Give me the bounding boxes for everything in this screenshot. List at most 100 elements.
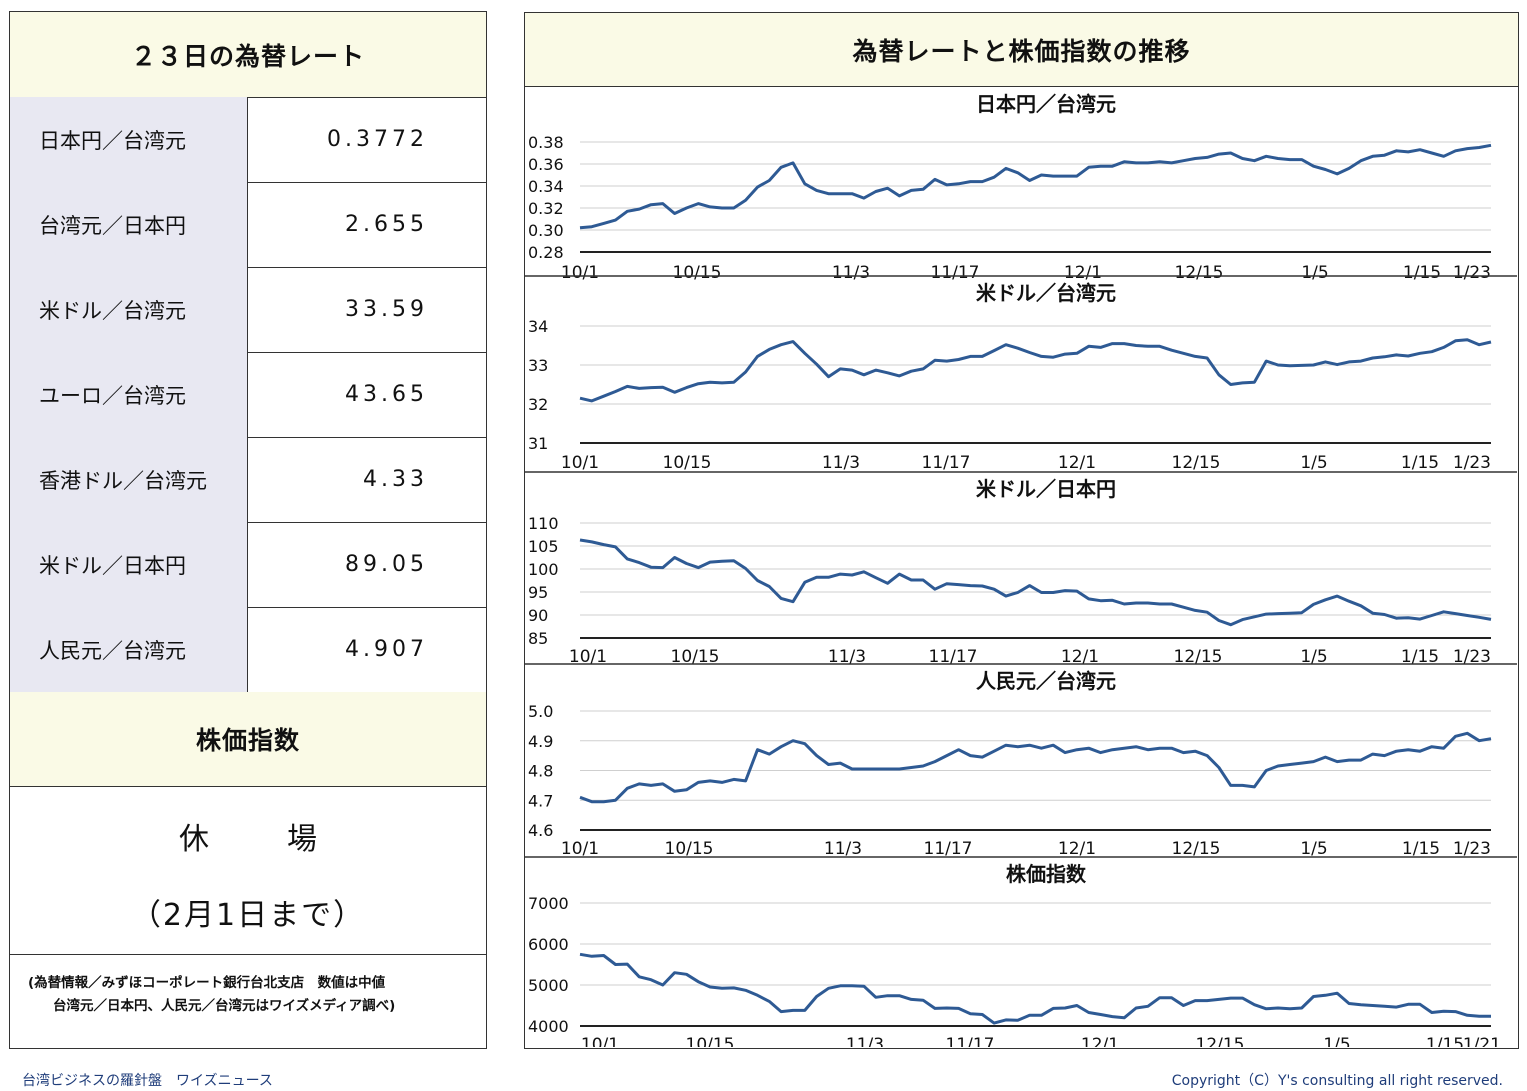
footer-brand: 台湾ビジネスの羅針盤 ワイズニュース <box>22 1073 273 1089</box>
chart-title: 人民元／台湾元 <box>976 669 1116 693</box>
y-tick-label: 31 <box>528 434 548 453</box>
y-tick-label: 95 <box>528 583 548 602</box>
stock-note: （2月1日まで） <box>130 898 366 933</box>
x-tick-label: 1/23 <box>1453 839 1491 859</box>
charts-panel: 為替レートと株価指数の推移 日本円／台湾元 0.38 0.36 0.34 0.32 0.3… <box>524 12 1519 1049</box>
x-tick-label: 10/15 <box>665 839 714 859</box>
series-line <box>579 952 1491 1025</box>
y-tick-label: 4.8 <box>528 762 553 781</box>
rate-row: 香港ドル／台湾元 4.33 <box>10 437 486 523</box>
source-note-line1: (為替情報／みずほコーポレート銀行台北支店 数値は中値 <box>28 975 386 991</box>
x-tick-label: 11/17 <box>929 647 978 667</box>
rates-panel: ２３日の為替レート 日本円／台湾元 0.3772 台湾元／日本円 2.655 米ドル／台… <box>9 11 487 1049</box>
y-tick-label: 0.30 <box>528 221 564 240</box>
x-tick-label: 11/3 <box>832 263 870 283</box>
y-tick-label: 0.32 <box>528 199 564 218</box>
stock-title: 株価指数 <box>10 692 486 787</box>
stock-title-text: 株価指数 <box>195 726 300 755</box>
x-tick-label: 1/15 <box>1401 647 1439 667</box>
x-tick-label: 1/15 <box>1402 839 1440 859</box>
y-tick-label: 0.34 <box>528 177 564 196</box>
x-tick-label: 1/5 <box>1300 453 1327 473</box>
x-tick-label: 11/17 <box>931 263 980 283</box>
rate-value: 4.907 <box>345 637 428 662</box>
x-tick-label: 12/15 <box>1172 839 1221 859</box>
rate-label: 米ドル／台湾元 <box>10 267 248 352</box>
source-note: (為替情報／みずほコーポレート銀行台北支店 数値は中値 台湾元／日本円、人民元／… <box>10 972 486 1018</box>
rate-row: ユーロ／台湾元 43.65 <box>10 352 486 438</box>
charts-title: 為替レートと株価指数の推移 <box>525 13 1518 87</box>
chart-title: 株価指数 <box>1006 862 1087 886</box>
rates-title-text: ２３日の為替レート <box>130 41 365 71</box>
rates-title: ２３日の為替レート <box>10 12 486 98</box>
x-tick-label: 11/17 <box>924 839 973 859</box>
series-line <box>579 143 1492 230</box>
x-tick-label: 1/15 <box>1401 453 1439 473</box>
x-tick-label: 12/1 <box>1081 1035 1119 1047</box>
charts-title-text: 為替レートと株価指数の推移 <box>852 36 1191 66</box>
rate-value: 0.3772 <box>327 127 428 152</box>
stock-status-box: 休 場 （2月1日まで） <box>10 786 486 955</box>
x-tick-label: 1/15 <box>1403 263 1441 283</box>
y-tick-label: 33 <box>528 356 548 375</box>
x-tick-label: 1/23 <box>1453 453 1491 473</box>
y-tick-label: 7000 <box>528 894 569 913</box>
y-tick-label: 4000 <box>528 1017 569 1036</box>
chart-title: 米ドル／台湾元 <box>976 281 1116 305</box>
rate-row: 米ドル／台湾元 33.59 <box>10 267 486 353</box>
y-tick-label: 5000 <box>528 976 569 995</box>
rate-label: 香港ドル／台湾元 <box>10 437 248 522</box>
rate-row: 台湾元／日本円 2.655 <box>10 182 486 268</box>
x-tick-label: 10/1 <box>561 453 599 473</box>
y-tick-label: 85 <box>528 629 548 648</box>
y-tick-label: 0.28 <box>528 243 564 262</box>
x-tick-label: 1/21 <box>1463 1035 1501 1047</box>
series-line <box>579 338 1492 403</box>
x-tick-label: 12/1 <box>1061 647 1099 667</box>
y-tick-label: 110 <box>528 514 559 533</box>
x-tick-label: 10/1 <box>581 1035 619 1047</box>
stock-status: 休 場 <box>179 822 341 857</box>
x-tick-label: 10/1 <box>561 839 599 859</box>
y-tick-label: 4.6 <box>528 821 553 840</box>
rate-label: 米ドル／日本円 <box>10 522 248 607</box>
x-tick-label: 10/15 <box>663 453 712 473</box>
rate-value: 43.65 <box>345 382 428 407</box>
x-tick-label: 11/3 <box>846 1035 884 1047</box>
source-note-line2: 台湾元／日本円、人民元／台湾元はワイズメディア調べ) <box>53 998 396 1014</box>
rate-row: 日本円／台湾元 0.3772 <box>10 97 486 183</box>
x-tick-label: 1/15 <box>1426 1035 1464 1047</box>
x-tick-label: 10/15 <box>686 1035 735 1047</box>
rate-label: 人民元／台湾元 <box>10 607 248 692</box>
x-tick-label: 12/15 <box>1175 263 1224 283</box>
y-tick-label: 5.0 <box>528 702 553 721</box>
chart-title: 米ドル／日本円 <box>976 477 1116 501</box>
rate-label: ユーロ／台湾元 <box>10 352 248 437</box>
y-tick-label: 0.36 <box>528 155 564 174</box>
series-line <box>579 731 1492 804</box>
footer-copyright: Copyright（C）Y's consulting all right res… <box>1171 1073 1503 1089</box>
y-tick-label: 100 <box>528 560 559 579</box>
series-line <box>579 538 1492 627</box>
rate-label: 日本円／台湾元 <box>10 97 248 182</box>
y-tick-label: 105 <box>528 537 559 556</box>
y-tick-label: 90 <box>528 606 548 625</box>
y-tick-label: 4.9 <box>528 732 553 751</box>
x-tick-label: 1/5 <box>1300 839 1327 859</box>
x-tick-label: 11/17 <box>946 1035 995 1047</box>
chart-title: 日本円／台湾元 <box>976 92 1116 116</box>
y-tick-label: 0.38 <box>528 133 564 152</box>
x-tick-label: 1/5 <box>1301 263 1328 283</box>
rate-label: 台湾元／日本円 <box>10 182 248 267</box>
rate-row: 米ドル／日本円 89.05 <box>10 522 486 608</box>
x-tick-label: 12/15 <box>1172 453 1221 473</box>
x-tick-label: 12/1 <box>1064 263 1102 283</box>
x-tick-label: 11/3 <box>828 647 866 667</box>
x-tick-label: 12/1 <box>1058 453 1096 473</box>
rate-value: 89.05 <box>345 552 428 577</box>
x-tick-label: 10/15 <box>671 647 720 667</box>
x-tick-label: 12/15 <box>1196 1035 1245 1047</box>
x-tick-label: 10/15 <box>673 263 722 283</box>
x-tick-label: 1/5 <box>1300 647 1327 667</box>
